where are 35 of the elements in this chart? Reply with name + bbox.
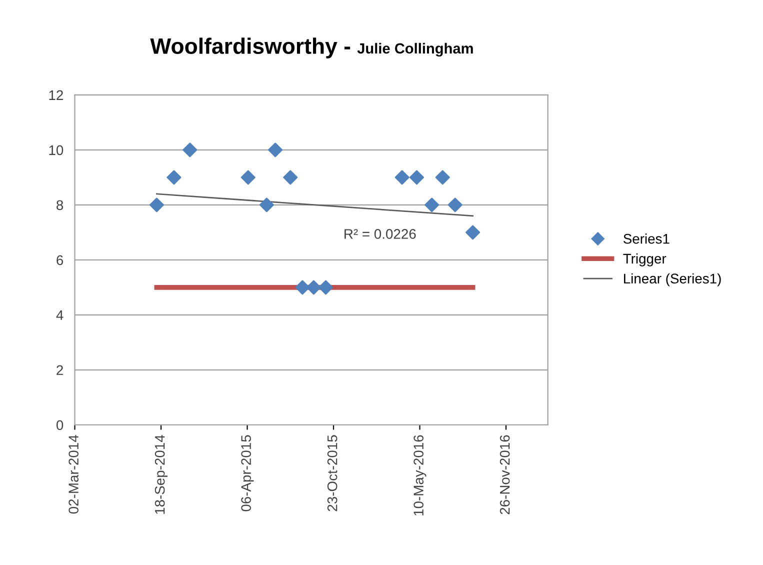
point bbox=[295, 280, 310, 295]
y-tick-label: 2 bbox=[56, 365, 63, 375]
y-tick-label: 0 bbox=[56, 420, 64, 430]
legend-label: Linear (Series1) bbox=[624, 273, 721, 286]
point bbox=[240, 170, 256, 185]
point bbox=[424, 198, 440, 212]
point bbox=[259, 198, 274, 212]
point bbox=[182, 142, 198, 158]
point bbox=[283, 170, 298, 185]
point bbox=[466, 225, 480, 240]
x-tick-label: 10-May-2016 bbox=[414, 435, 426, 516]
y-tick-label: 4 bbox=[56, 310, 64, 320]
legend-label: Series1 bbox=[624, 234, 670, 244]
chart-title: Woolfardisworthy - bbox=[150, 38, 350, 58]
point bbox=[306, 280, 321, 295]
y-tick-label: 12 bbox=[49, 90, 63, 100]
point bbox=[394, 170, 410, 185]
x-tick-label: 23-Oct-2015 bbox=[327, 435, 338, 512]
chart-subtitle: Julie Collingham bbox=[357, 42, 473, 57]
point bbox=[149, 198, 164, 212]
point bbox=[448, 198, 462, 212]
y-tick-label: 8 bbox=[56, 200, 64, 210]
point bbox=[435, 170, 450, 185]
point bbox=[166, 170, 182, 185]
x-tick-label: 02-Mar-2014 bbox=[68, 435, 78, 514]
y-tick-label: 6 bbox=[56, 255, 64, 266]
annotation: R² = 0.0226 bbox=[344, 229, 416, 239]
x-tick-label: 06-Apr-2015 bbox=[241, 435, 254, 512]
x-tick-label: 26-Nov-2016 bbox=[500, 435, 510, 514]
y-tick-label: 10 bbox=[49, 145, 64, 156]
point bbox=[409, 170, 424, 185]
x-tick-label: 18-Sep-2014 bbox=[154, 435, 168, 514]
point bbox=[318, 280, 334, 295]
point bbox=[268, 142, 283, 158]
legend-label: Trigger bbox=[623, 253, 666, 266]
